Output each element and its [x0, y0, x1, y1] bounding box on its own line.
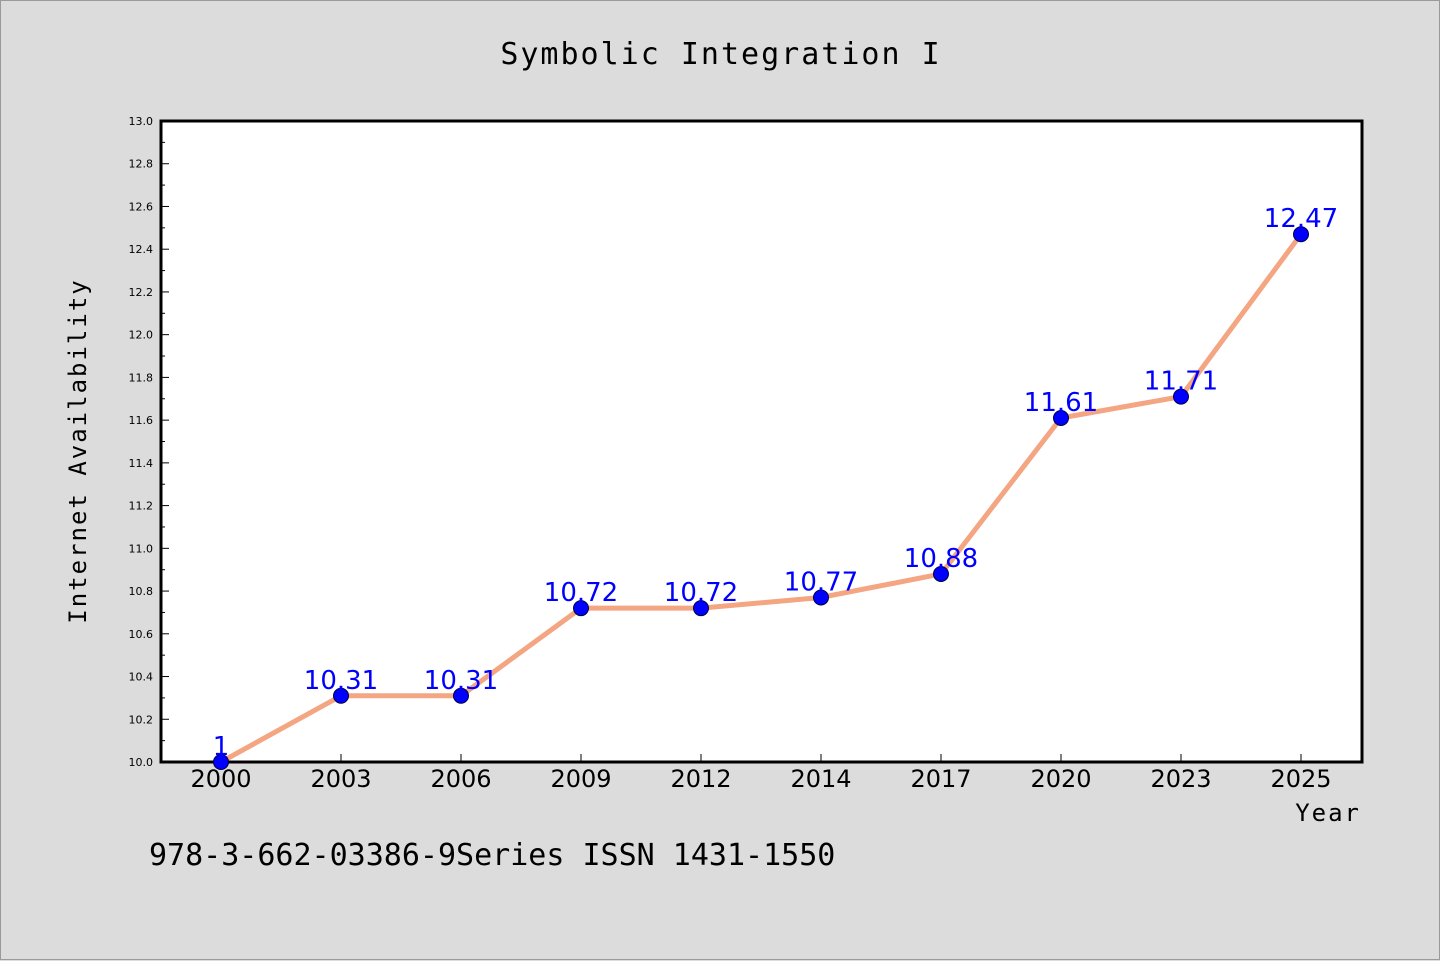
y-tick-label: 11.0 [129, 542, 154, 555]
data-point [333, 687, 349, 704]
x-tick-label: 2014 [790, 765, 851, 793]
y-tick-label: 10.6 [129, 628, 154, 641]
y-tick-label: 10.4 [129, 671, 154, 684]
y-tick-label: 11.2 [129, 500, 154, 513]
data-point [453, 687, 469, 704]
y-axis-label: Internet Availability [64, 278, 92, 623]
data-label: 12.47 [1264, 204, 1338, 234]
x-tick-label: 2012 [670, 765, 731, 793]
y-tick-label: 12.6 [129, 200, 154, 213]
x-axis-label: Year [1295, 799, 1361, 827]
data-point [1173, 388, 1189, 405]
y-tick-label: 10.2 [129, 713, 154, 726]
y-tick-label: 12.0 [129, 329, 154, 342]
x-tick-label: 2003 [310, 765, 371, 793]
data-point [813, 589, 829, 606]
y-tick-label: 10.0 [129, 756, 154, 769]
y-tick-label: 13.0 [129, 115, 154, 128]
data-label: 11.71 [1144, 367, 1218, 397]
data-label: 10.88 [904, 544, 978, 574]
data-point [573, 600, 589, 617]
y-tick-label: 12.2 [129, 286, 154, 299]
x-tick-label: 2020 [1030, 765, 1091, 793]
chart-title: Symbolic Integration I [500, 37, 941, 72]
data-label: 10.77 [784, 567, 858, 597]
data-label: 11.61 [1024, 388, 1098, 418]
data-label: 10.72 [664, 578, 738, 608]
plot-area [159, 119, 1364, 764]
data-point [693, 600, 709, 617]
y-tick-label: 11.4 [129, 457, 154, 470]
data-label: 10.72 [544, 578, 618, 608]
data-label: 10.31 [424, 666, 498, 696]
x-tick-label: 2023 [1150, 765, 1211, 793]
y-axis: 10.0 10.2 10.4 10.6 10.8 11.0 11.2 11.4 11.6 11.8… [129, 115, 169, 769]
data-point [213, 754, 229, 770]
x-tick-label: 2006 [430, 765, 491, 793]
data-point [933, 565, 949, 582]
x-tick-label: 2025 [1270, 765, 1331, 793]
y-tick-label: 12.8 [129, 158, 154, 171]
y-tick-label: 11.8 [129, 371, 154, 384]
data-series: 1 10.31 10.31 10.72 10.72 10.77 10.88 11.61 11.7… [213, 204, 1338, 770]
y-tick-label: 12.4 [129, 243, 154, 256]
data-point [1293, 226, 1309, 243]
x-tick-label: 2017 [910, 765, 971, 793]
data-point [1053, 409, 1069, 426]
series-line [219, 232, 1304, 765]
data-label: 10.31 [304, 666, 378, 696]
y-tick-label: 10.8 [129, 585, 154, 598]
x-tick-label: 2009 [550, 765, 611, 793]
y-tick-label: 11.6 [129, 414, 154, 427]
data-label: 1 [213, 732, 230, 762]
x-axis: 2000 2003 2006 2009 2012 2014 2017 2020 2023 2025 [190, 754, 1332, 793]
footer-text: 978-3-662-03386-9Series ISSN 1431-1550 [149, 838, 835, 873]
